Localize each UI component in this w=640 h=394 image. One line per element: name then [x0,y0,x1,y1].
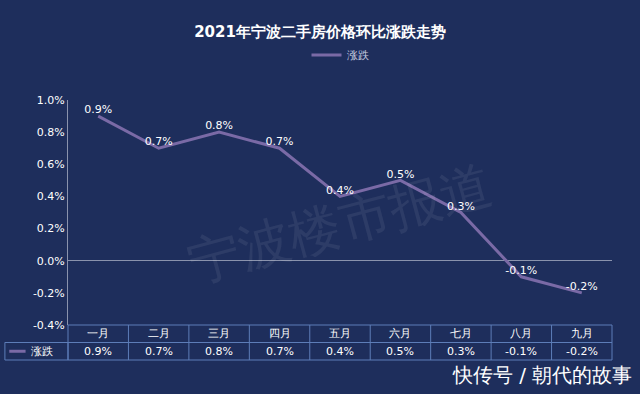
svg-text:0.5%: 0.5% [386,345,414,358]
svg-text:0.7%: 0.7% [145,345,173,358]
svg-text:0.3%: 0.3% [447,345,475,358]
svg-text:四月: 四月 [269,327,291,340]
svg-text:一月: 一月 [87,327,109,340]
svg-text:0.6%: 0.6% [37,158,65,171]
svg-text:0.0%: 0.0% [37,255,65,268]
svg-text:-0.1%: -0.1% [505,264,537,277]
svg-text:八月: 八月 [510,327,532,340]
svg-text:2021年宁波二手房价格环比涨跌走势: 2021年宁波二手房价格环比涨跌走势 [194,23,446,41]
svg-text:0.4%: 0.4% [37,190,65,203]
svg-text:0.3%: 0.3% [447,200,475,213]
svg-text:涨跌: 涨跌 [31,345,53,358]
svg-text:三月: 三月 [208,327,230,340]
svg-text:0.4%: 0.4% [326,184,354,197]
svg-text:0.8%: 0.8% [205,345,233,358]
svg-text:0.7%: 0.7% [266,135,294,148]
svg-text:1.0%: 1.0% [37,94,65,107]
svg-text:五月: 五月 [329,327,351,340]
svg-text:-0.2%: -0.2% [566,280,598,293]
svg-text:宁波楼市报道: 宁波楼市报道 [182,155,499,294]
svg-text:0.8%: 0.8% [205,119,233,132]
svg-text:-0.2%: -0.2% [566,345,598,358]
svg-text:0.4%: 0.4% [326,345,354,358]
svg-text:-0.1%: -0.1% [505,345,537,358]
svg-text:0.5%: 0.5% [386,168,414,181]
svg-text:0.2%: 0.2% [37,222,65,235]
svg-text:0.9%: 0.9% [84,103,112,116]
svg-text:六月: 六月 [389,327,411,340]
svg-text:九月: 九月 [571,327,593,340]
svg-text:-0.4%: -0.4% [33,319,65,332]
svg-text:0.7%: 0.7% [266,345,294,358]
svg-text:七月: 七月 [450,327,472,340]
svg-text:0.8%: 0.8% [37,126,65,139]
svg-text:涨跌: 涨跌 [347,49,369,62]
svg-text:-0.2%: -0.2% [33,287,65,300]
svg-text:快传号 / 朝代的故事: 快传号 / 朝代的故事 [452,363,632,387]
svg-text:二月: 二月 [148,327,170,340]
svg-text:0.9%: 0.9% [84,345,112,358]
svg-text:0.7%: 0.7% [145,135,173,148]
